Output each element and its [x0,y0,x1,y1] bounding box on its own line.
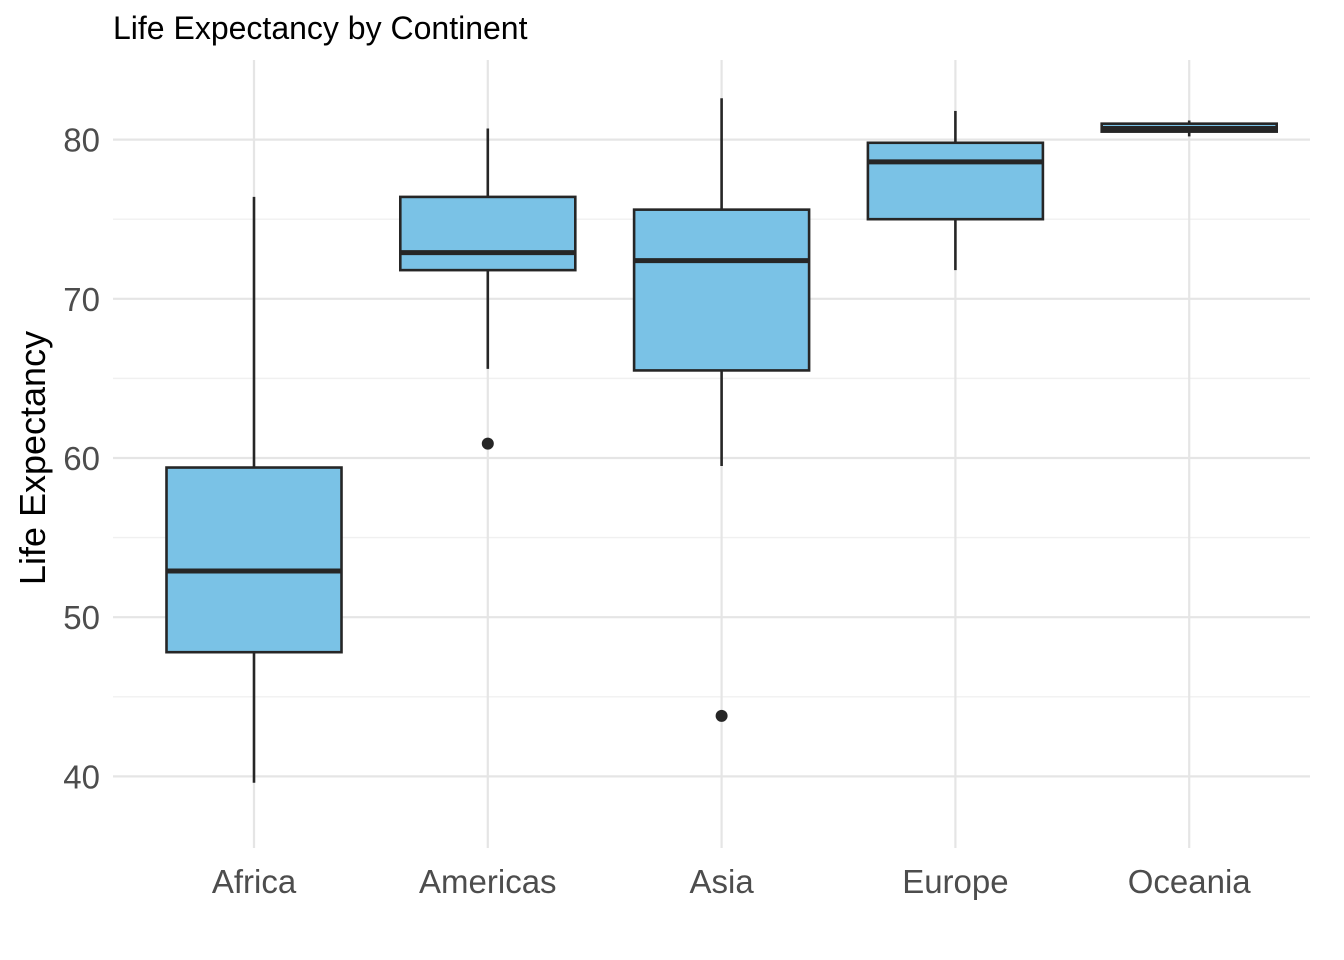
chart-title: Life Expectancy by Continent [113,10,528,46]
outlier-point [715,709,728,722]
outlier-point [481,437,494,450]
y-tick-label: 40 [63,758,100,795]
x-axis-ticks: Africa Americas Asia Europe Oceania [212,863,1251,900]
box-iqr [632,208,811,372]
y-tick-label: 80 [63,122,100,159]
box-asia [632,98,811,722]
x-tick-label: Europe [902,863,1008,900]
x-tick-label: Oceania [1128,863,1252,900]
boxes [165,98,1278,783]
box-iqr [165,466,343,654]
y-axis-ticks: 40 50 60 70 80 [63,122,100,796]
x-tick-label: Americas [419,863,557,900]
y-tick-label: 70 [63,281,100,318]
box-iqr [866,141,1045,221]
box-oceania [1100,120,1278,137]
box-africa [165,196,343,783]
x-tick-label: Africa [212,863,297,900]
y-axis-label: Life Expectancy [12,331,53,585]
y-tick-label: 60 [63,440,100,477]
x-tick-label: Asia [689,863,754,900]
y-tick-label: 50 [63,599,100,636]
box-europe [866,110,1045,271]
box-iqr [398,195,577,272]
box-americas [398,128,577,450]
grid [113,60,1310,848]
